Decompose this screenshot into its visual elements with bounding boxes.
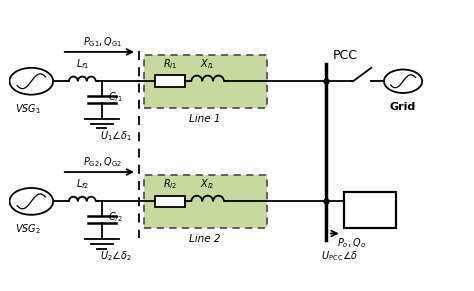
Text: $R_{l1}$: $R_{l1}$: [163, 57, 177, 71]
Text: $\mathregular{VSG}_{1}$: $\mathregular{VSG}_{1}$: [15, 102, 42, 116]
Text: Line 1: Line 1: [190, 114, 221, 124]
Text: $X_{l2}$: $X_{l2}$: [201, 177, 215, 191]
Text: $P_o, Q_o$: $P_o, Q_o$: [337, 236, 366, 250]
Text: $\mathregular{VSG}_{2}$: $\mathregular{VSG}_{2}$: [15, 222, 41, 236]
Bar: [344, 191, 396, 228]
Text: $U_1\angle\delta_1$: $U_1\angle\delta_1$: [100, 129, 132, 143]
Text: $U_2\angle\delta_2$: $U_2\angle\delta_2$: [100, 249, 132, 263]
Bar: [155, 196, 185, 207]
Text: Load: Load: [354, 203, 386, 216]
FancyBboxPatch shape: [144, 55, 266, 108]
Text: $L_{f2}$: $L_{f2}$: [75, 177, 89, 191]
Text: $P_{\rm G2},Q_{\rm G2}$: $P_{\rm G2},Q_{\rm G2}$: [83, 155, 122, 169]
Text: $P_{\rm G1},Q_{\rm G1}$: $P_{\rm G1},Q_{\rm G1}$: [83, 35, 122, 49]
Bar: [155, 75, 185, 87]
Text: $C_{f1}$: $C_{f1}$: [108, 90, 123, 104]
Text: $R_{l2}$: $R_{l2}$: [163, 177, 177, 191]
Text: $L_{f1}$: $L_{f1}$: [75, 57, 89, 71]
Text: Grid: Grid: [390, 102, 416, 112]
Text: $X_{l1}$: $X_{l1}$: [201, 57, 215, 71]
Text: Line 2: Line 2: [190, 234, 221, 244]
Text: $C_{f2}$: $C_{f2}$: [108, 210, 123, 224]
Text: PCC: PCC: [333, 49, 357, 62]
Text: $U_{\rm PCC}\angle\delta$: $U_{\rm PCC}\angle\delta$: [321, 249, 358, 263]
FancyBboxPatch shape: [144, 175, 266, 228]
